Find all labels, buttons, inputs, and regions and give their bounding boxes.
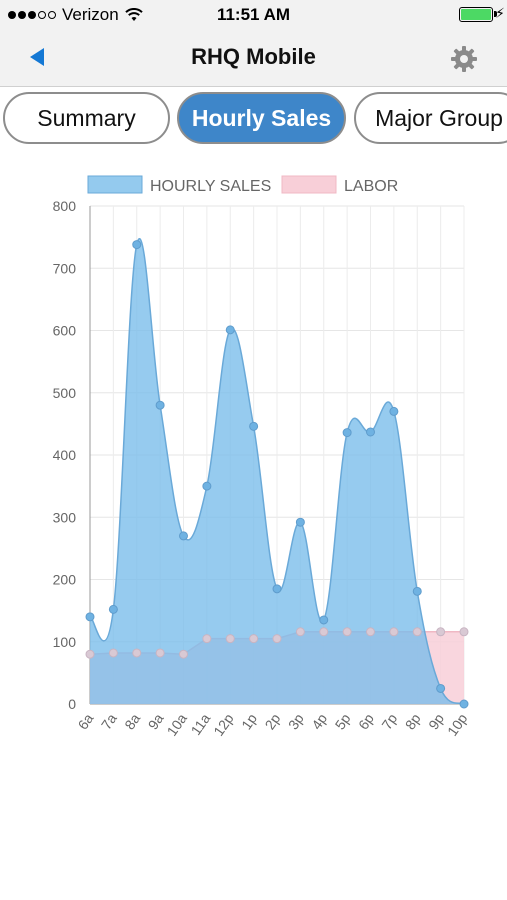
x-tick-label: 10p: [444, 710, 471, 738]
charging-bolt-icon: ⚡: [495, 5, 505, 21]
nav-bar: RHQ Mobile: [0, 30, 507, 87]
data-point-hourly-sales[interactable]: [412, 586, 422, 596]
data-point-labor[interactable]: [225, 634, 235, 644]
legend-swatch-labor: [281, 175, 337, 194]
signal-dot-icon: [8, 11, 16, 19]
x-tick-label: 11a: [187, 710, 213, 738]
signal-dot-icon: [18, 11, 26, 19]
x-tick-label: 12p: [210, 710, 237, 738]
data-point-labor[interactable]: [389, 627, 399, 637]
data-point-labor[interactable]: [179, 649, 188, 659]
data-point-hourly-sales[interactable]: [132, 240, 142, 250]
series-area-hourly-sales: [90, 238, 464, 704]
data-point-labor[interactable]: [249, 634, 259, 644]
data-point-labor[interactable]: [272, 634, 282, 644]
status-left: Verizon: [8, 5, 143, 25]
y-tick-label: 700: [53, 260, 77, 276]
data-point-hourly-sales[interactable]: [179, 531, 188, 541]
y-tick-label: 300: [53, 509, 77, 525]
x-tick-label: 7p: [378, 710, 400, 732]
data-point-labor[interactable]: [202, 634, 212, 644]
data-point-hourly-sales[interactable]: [389, 406, 399, 416]
data-point-hourly-sales[interactable]: [85, 612, 95, 622]
signal-dots-icon: [8, 11, 56, 19]
status-bar: Verizon 11:51 AM ⚡: [0, 0, 507, 30]
data-point-hourly-sales[interactable]: [436, 683, 446, 693]
data-point-labor[interactable]: [412, 627, 422, 637]
data-point-hourly-sales[interactable]: [108, 604, 118, 614]
data-point-labor[interactable]: [366, 627, 375, 637]
x-tick-label: 1p: [238, 710, 260, 732]
data-point-labor[interactable]: [342, 627, 352, 637]
data-point-hourly-sales[interactable]: [319, 615, 329, 625]
x-tick-label: 3p: [285, 710, 307, 732]
data-point-hourly-sales[interactable]: [202, 481, 212, 491]
x-tick-label: 10a: [163, 710, 190, 738]
status-time: 11:51 AM: [216, 5, 291, 24]
legend-label-hourly-sales: HOURLY SALES: [150, 178, 271, 195]
tab-major-group[interactable]: Major Group: [354, 92, 507, 144]
x-tick-label: 8a: [121, 710, 143, 732]
tab-hourly-sales[interactable]: Hourly Sales: [177, 92, 346, 144]
data-point-hourly-sales[interactable]: [225, 325, 235, 335]
x-tick-label: 2p: [261, 710, 283, 732]
data-point-labor[interactable]: [459, 627, 469, 637]
legend-swatch-hourly-sales: [87, 175, 143, 194]
data-point-hourly-sales[interactable]: [342, 428, 352, 438]
legend-label-labor: LABOR: [344, 178, 398, 195]
y-tick-label: 400: [53, 447, 77, 463]
x-tick-label: 4p: [308, 710, 330, 732]
y-tick-label: 600: [53, 323, 77, 339]
signal-dot-empty-icon: [48, 11, 56, 19]
gear-icon[interactable]: [449, 44, 479, 74]
data-point-hourly-sales[interactable]: [459, 699, 469, 709]
x-tick-label: 6p: [355, 710, 377, 732]
y-tick-label: 0: [68, 696, 76, 712]
x-tick-label: 6a: [74, 710, 96, 732]
signal-dot-icon: [28, 11, 36, 19]
y-tick-label: 100: [53, 634, 77, 650]
back-arrow-icon[interactable]: [30, 48, 44, 66]
x-tick-label: 7a: [98, 710, 120, 732]
data-point-labor[interactable]: [108, 648, 118, 658]
data-point-hourly-sales[interactable]: [155, 400, 165, 410]
y-tick-label: 800: [53, 198, 77, 214]
tab-summary[interactable]: Summary: [3, 92, 170, 144]
tab-bar: Summary Hourly Sales Major Group: [0, 90, 507, 148]
x-tick-label: 8p: [402, 710, 424, 732]
data-point-labor[interactable]: [132, 648, 142, 658]
data-point-labor[interactable]: [436, 627, 446, 637]
wifi-icon: [125, 8, 143, 21]
data-point-hourly-sales[interactable]: [272, 584, 282, 594]
data-point-hourly-sales[interactable]: [366, 427, 375, 437]
carrier-name: Verizon: [62, 5, 119, 24]
app-title: RHQ Mobile: [191, 44, 316, 69]
x-tick-label: 5p: [332, 710, 354, 732]
data-point-labor[interactable]: [155, 648, 165, 658]
battery-tip: [494, 11, 497, 17]
y-tick-label: 200: [53, 572, 77, 588]
y-tick-label: 500: [53, 385, 77, 401]
data-point-hourly-sales[interactable]: [295, 517, 305, 527]
data-point-labor[interactable]: [295, 627, 305, 637]
data-point-labor[interactable]: [85, 649, 95, 659]
data-point-hourly-sales[interactable]: [249, 421, 259, 431]
data-point-labor[interactable]: [319, 627, 329, 637]
battery-icon: [459, 7, 493, 22]
signal-dot-empty-icon: [38, 11, 46, 19]
